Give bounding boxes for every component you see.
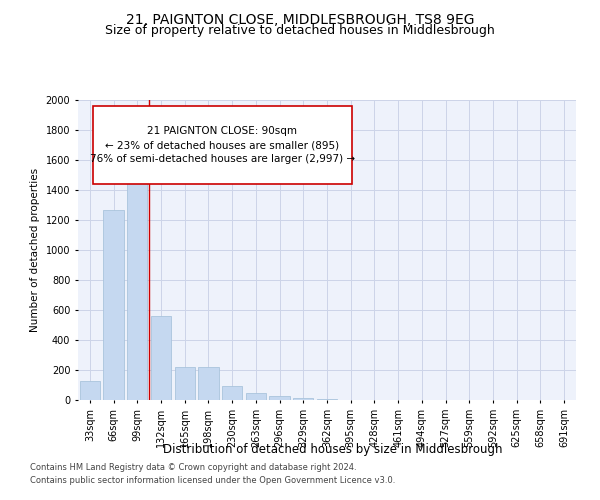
Text: 21, PAIGNTON CLOSE, MIDDLESBROUGH, TS8 9EG: 21, PAIGNTON CLOSE, MIDDLESBROUGH, TS8 9…: [126, 12, 474, 26]
Bar: [293, 398, 313, 400]
Text: 21 PAIGNTON CLOSE: 90sqm
← 23% of detached houses are smaller (895)
76% of semi-: 21 PAIGNTON CLOSE: 90sqm ← 23% of detach…: [90, 126, 355, 164]
Bar: [175, 367, 195, 400]
Bar: [103, 210, 124, 400]
Bar: [317, 399, 337, 400]
Text: Contains HM Land Registry data © Crown copyright and database right 2024.: Contains HM Land Registry data © Crown c…: [30, 464, 356, 472]
Bar: [246, 393, 266, 400]
FancyBboxPatch shape: [93, 106, 352, 184]
Bar: [222, 386, 242, 400]
Y-axis label: Number of detached properties: Number of detached properties: [30, 168, 40, 332]
Bar: [199, 367, 218, 400]
Bar: [127, 163, 148, 400]
Bar: [151, 316, 171, 400]
Text: Contains public sector information licensed under the Open Government Licence v3: Contains public sector information licen…: [30, 476, 395, 485]
Text: Distribution of detached houses by size in Middlesbrough: Distribution of detached houses by size …: [163, 442, 503, 456]
Bar: [80, 380, 100, 400]
Text: Size of property relative to detached houses in Middlesbrough: Size of property relative to detached ho…: [105, 24, 495, 37]
Bar: [269, 396, 290, 400]
